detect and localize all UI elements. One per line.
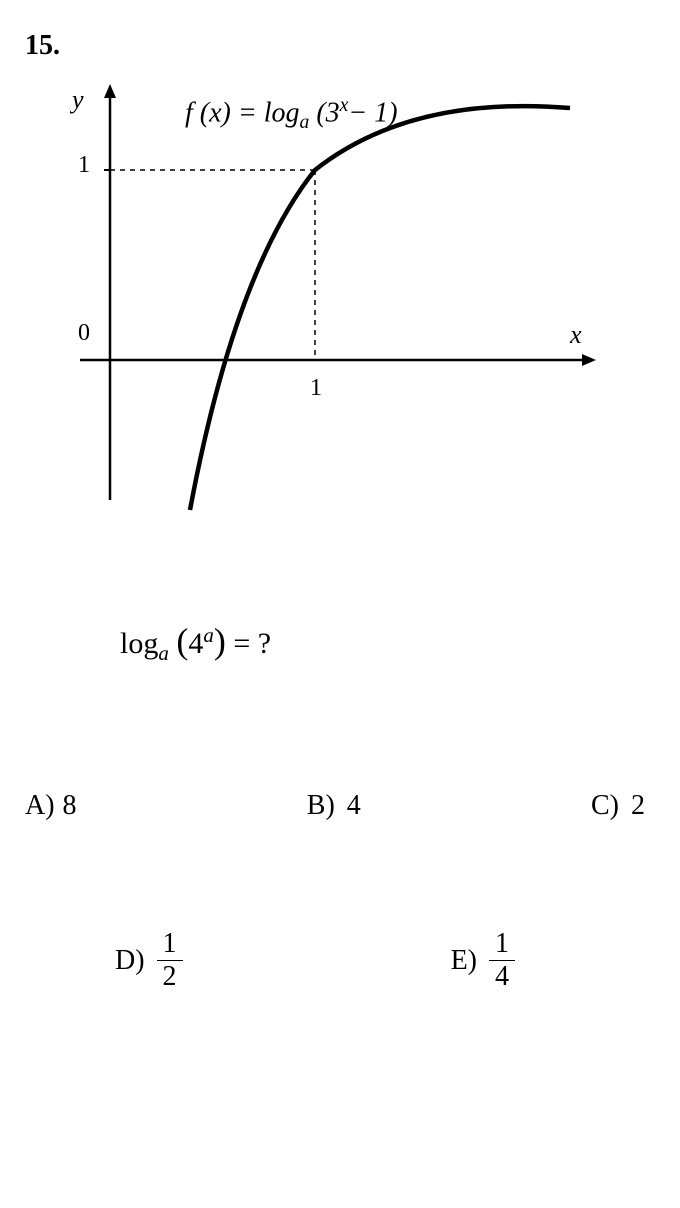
question-number: 15. <box>25 30 60 62</box>
x-axis-arrow <box>582 354 596 366</box>
option-e-numerator: 1 <box>489 930 515 961</box>
option-d-fraction: 1 2 <box>157 930 183 991</box>
option-b-value: 4 <box>347 790 361 822</box>
graph-container <box>60 80 620 530</box>
option-e-fraction: 1 4 <box>489 930 515 991</box>
option-b-label: B) <box>307 790 335 822</box>
option-d-denominator: 2 <box>157 961 183 991</box>
option-c[interactable]: C) 2 <box>591 790 645 822</box>
question-expression: loga (4a) = ? <box>120 620 271 666</box>
y-tick-1: 1 <box>78 152 90 179</box>
x-axis-label: x <box>570 320 582 350</box>
option-e-label: E) <box>451 945 477 977</box>
option-d-numerator: 1 <box>157 930 183 961</box>
options-row-2: D) 1 2 E) 1 4 <box>115 930 515 991</box>
y-axis-label: y <box>72 85 84 115</box>
option-e-denominator: 4 <box>489 961 515 991</box>
option-d-label: D) <box>115 945 145 977</box>
option-c-label: C) <box>591 790 619 822</box>
option-c-value: 2 <box>631 790 645 822</box>
option-e[interactable]: E) 1 4 <box>451 930 515 991</box>
option-a-label: A) <box>25 790 55 822</box>
option-a-value: 8 <box>63 790 77 822</box>
function-graph <box>60 80 620 530</box>
x-tick-1: 1 <box>310 375 322 402</box>
origin-label: 0 <box>78 320 90 347</box>
y-axis-arrow <box>104 84 116 98</box>
option-b[interactable]: B) 4 <box>307 790 361 822</box>
option-a[interactable]: A) 8 <box>25 790 77 822</box>
function-equation: f (x) = loga (3x− 1) <box>185 95 398 134</box>
options-row-1: A) 8 B) 4 C) 2 <box>25 790 645 822</box>
option-d[interactable]: D) 1 2 <box>115 930 183 991</box>
function-curve <box>190 106 570 510</box>
